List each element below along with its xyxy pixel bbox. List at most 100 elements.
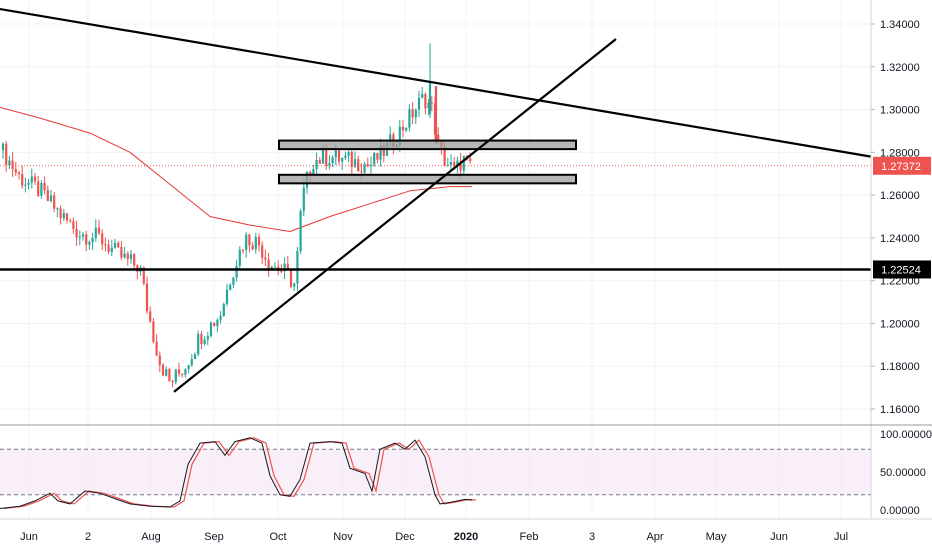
candle-body — [5, 143, 8, 166]
candle-body — [165, 369, 168, 376]
candle-body — [325, 149, 328, 166]
candle-body — [56, 208, 59, 210]
candle-body — [149, 311, 152, 322]
candle-body — [152, 321, 155, 342]
candle-body — [334, 150, 337, 158]
candle-body — [53, 195, 56, 209]
candle-body — [120, 247, 123, 258]
candle-body — [261, 245, 264, 258]
candle-body — [373, 152, 376, 165]
moving-average-line — [0, 106, 472, 232]
candle-body — [46, 190, 49, 202]
candle-body — [379, 145, 382, 160]
stoch-tick-label: 100.00000 — [880, 429, 932, 441]
candle-body — [309, 171, 312, 175]
candle-body — [302, 187, 305, 212]
candle-body — [344, 155, 347, 158]
candle-body — [437, 134, 440, 141]
current-price-label-text: 1.27372 — [881, 161, 921, 173]
candle-body — [267, 259, 270, 269]
candle-body — [341, 157, 344, 162]
candle-body — [110, 247, 113, 252]
candle-body — [187, 365, 190, 370]
y-tick-label: 1.18000 — [880, 361, 920, 373]
candle-body — [40, 182, 43, 196]
horizontal-line-label: 1.22524 — [873, 260, 931, 279]
candle-body — [248, 234, 251, 246]
candle-body — [171, 381, 174, 383]
candle-body — [289, 269, 293, 287]
candle-body — [449, 162, 453, 166]
candle-body — [200, 333, 203, 345]
x-tick-label: Dec — [395, 531, 415, 543]
candle-body — [91, 237, 94, 243]
candle-body — [421, 94, 424, 98]
candle-body — [62, 213, 65, 219]
candle-body — [462, 155, 465, 171]
candle-body — [366, 164, 369, 166]
candle-body — [129, 254, 133, 259]
candle-body — [117, 242, 120, 248]
stochastic-panel: 0.00000 50.00000 100.00000 — [0, 429, 932, 517]
y-tick-label: 1.28000 — [880, 147, 920, 159]
horizontal-line-label-text: 1.22524 — [881, 264, 921, 276]
stoch-band — [0, 449, 871, 495]
candle-body — [155, 341, 158, 356]
candle-body — [37, 181, 40, 196]
candle-body — [337, 150, 341, 162]
stoch-d-line — [3, 437, 477, 510]
candle-body — [241, 249, 245, 251]
candle-body — [8, 160, 11, 166]
candle-body — [238, 249, 241, 266]
current-price-label-bg — [873, 156, 931, 175]
candle-body — [315, 159, 318, 170]
candle-body — [30, 176, 33, 183]
candle-body — [78, 236, 81, 238]
candle-body — [331, 157, 334, 164]
candle-body — [369, 164, 373, 166]
moving-average — [0, 106, 472, 232]
candle-body — [142, 267, 145, 284]
candle-body — [414, 109, 417, 118]
candle-body — [417, 97, 421, 110]
candle-body — [312, 169, 315, 175]
candle-body — [158, 355, 161, 365]
candle-body — [126, 253, 129, 259]
candle-body — [123, 253, 126, 258]
candle-body — [145, 283, 149, 312]
candle-drop-body — [434, 86, 438, 144]
candle-body — [232, 277, 235, 285]
candle-body — [424, 94, 427, 109]
candle-body — [443, 146, 446, 166]
candle-body — [286, 263, 289, 270]
candle-body — [347, 152, 350, 156]
trendlines — [0, 7, 872, 393]
candle-body — [293, 283, 296, 287]
candle-body — [296, 251, 299, 284]
candle-body — [88, 242, 91, 245]
sr-zone-0 — [278, 139, 577, 151]
candle-body — [280, 270, 283, 272]
y-tick-label: 1.22000 — [880, 276, 920, 288]
candle-body — [11, 160, 14, 169]
x-tick-label: Nov — [333, 531, 353, 543]
candle-body — [113, 242, 117, 248]
sr-zones — [278, 139, 577, 185]
candle-body — [72, 221, 75, 229]
candle-body — [97, 227, 101, 234]
candle-body — [59, 208, 62, 219]
candle-body — [229, 284, 232, 290]
candle-body — [69, 220, 72, 222]
candle-body — [219, 316, 222, 320]
candle-body — [206, 336, 209, 340]
sr-zone-1 — [278, 173, 577, 185]
candle-body — [389, 134, 392, 143]
x-tick-label: Feb — [520, 531, 539, 543]
candle-body — [24, 184, 27, 186]
candle-body — [85, 234, 88, 245]
candle-body — [408, 109, 411, 128]
candle-body — [427, 102, 430, 109]
